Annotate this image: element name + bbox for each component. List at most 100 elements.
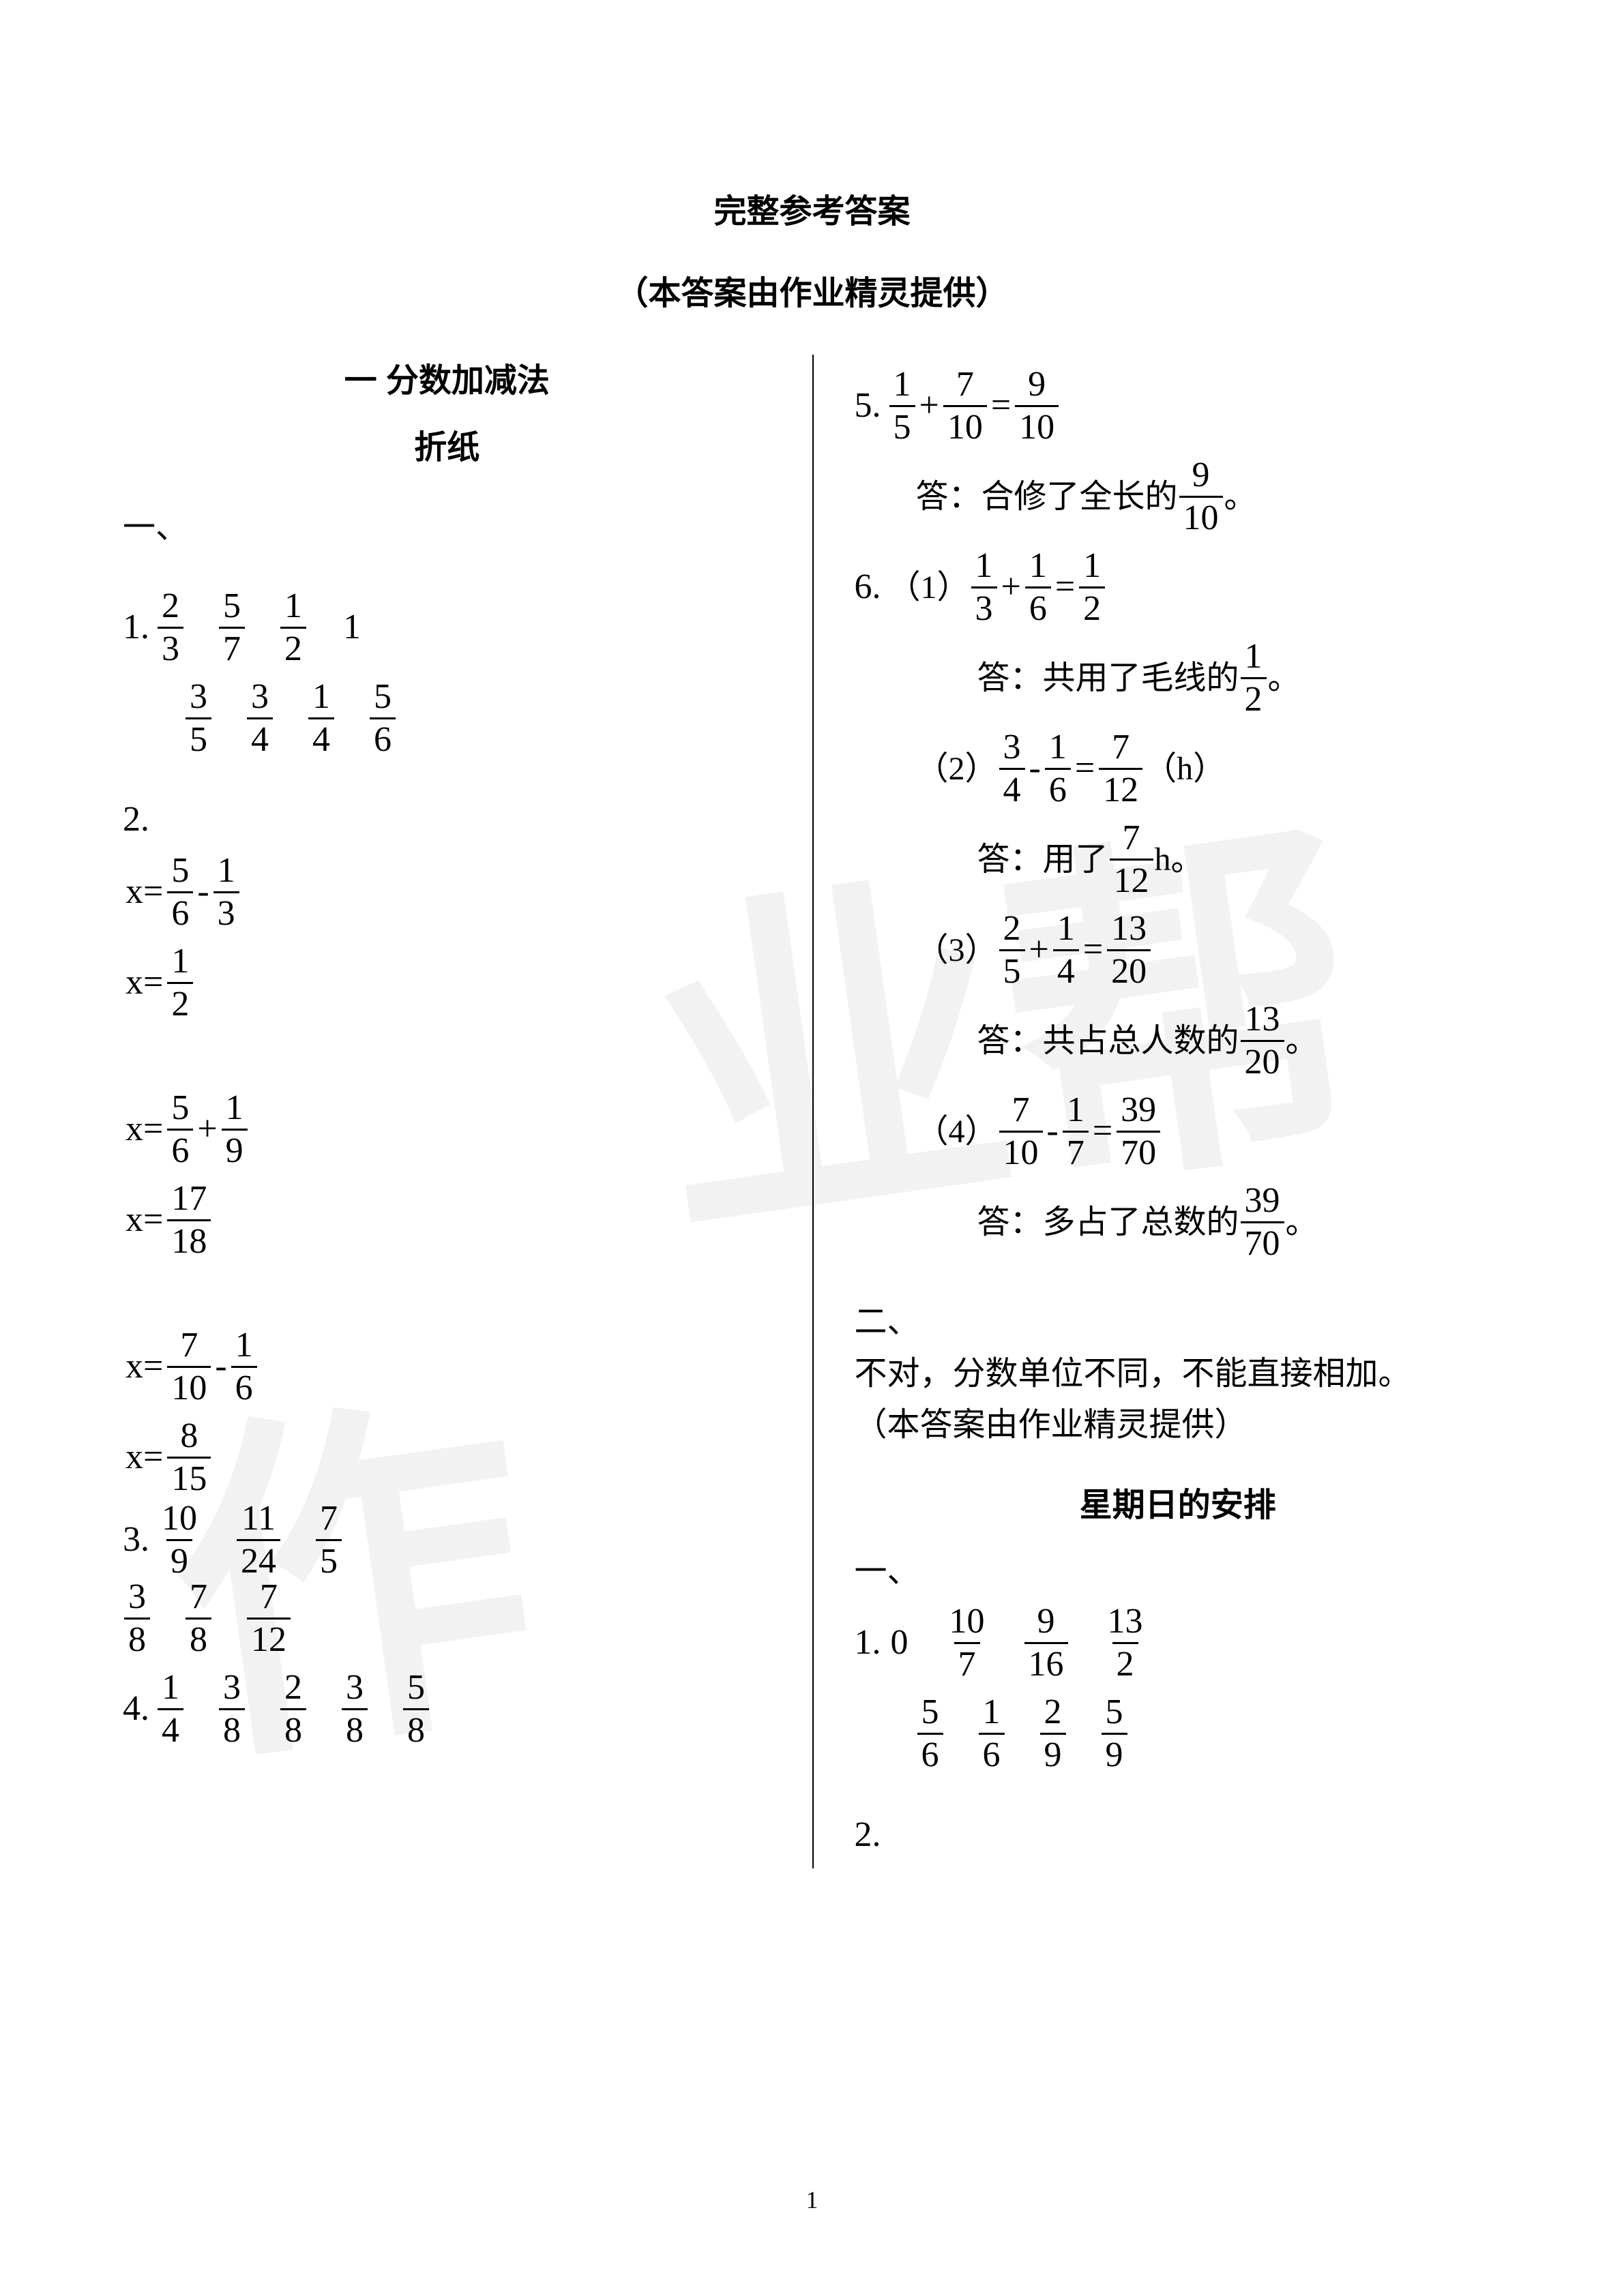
fraction: 710 bbox=[167, 1328, 211, 1406]
q2a-eq: x= 56 - 13 bbox=[123, 853, 771, 931]
fraction: 56 bbox=[370, 679, 396, 758]
q6-3-answer: 答：共占总人数的 1320 。 bbox=[855, 1002, 1502, 1080]
q3-row1: 3. 109 1124 75 bbox=[123, 1501, 771, 1579]
fraction: 17 bbox=[1063, 1092, 1089, 1171]
fraction: 712 bbox=[1099, 730, 1142, 808]
fraction: 75 bbox=[316, 1501, 342, 1579]
q2b-result: x= 1718 bbox=[123, 1181, 771, 1259]
q2b-eq: x= 56 + 19 bbox=[123, 1090, 771, 1169]
section-two-label: 二、 bbox=[855, 1302, 1502, 1342]
fraction: 25 bbox=[999, 911, 1025, 989]
section-a-title: 折纸 bbox=[123, 428, 771, 468]
fraction: 38 bbox=[219, 1670, 245, 1748]
sub-title: （本答案由作业精灵提供） bbox=[123, 266, 1501, 314]
section-one-label-b: 一、 bbox=[855, 1552, 1502, 1592]
fraction: 78 bbox=[186, 1579, 211, 1658]
section-two-text: 不对，分数单位不同，不能直接相加。 bbox=[855, 1354, 1502, 1394]
q3-row2: 38 78 712 bbox=[123, 1579, 771, 1658]
fraction: 13 bbox=[971, 548, 997, 627]
fraction: 28 bbox=[280, 1670, 306, 1748]
fraction: 910 bbox=[1015, 367, 1059, 445]
fraction: 56 bbox=[917, 1695, 943, 1773]
q4-row: 4. 14 38 28 38 58 bbox=[123, 1670, 771, 1748]
plain-number: 0 bbox=[888, 1622, 911, 1664]
fraction: 712 bbox=[1110, 820, 1153, 899]
fraction: 34 bbox=[247, 679, 273, 758]
fraction: 1320 bbox=[1107, 911, 1151, 989]
fraction: 15 bbox=[889, 367, 915, 445]
two-column-layout: 一 分数加减法 折纸 一、 1. 23 57 12 1 35 34 14 56 … bbox=[123, 355, 1501, 1868]
fraction: 14 bbox=[1053, 911, 1079, 989]
attribution: （本答案由作业精灵提供） bbox=[855, 1405, 1502, 1445]
fraction: 14 bbox=[308, 679, 334, 758]
fraction: 38 bbox=[342, 1670, 368, 1748]
q2a-result: x= 12 bbox=[123, 944, 771, 1022]
q2c-eq: x= 710 - 16 bbox=[123, 1328, 771, 1406]
sb-q1-label: 1. bbox=[855, 1622, 881, 1664]
fraction: 12 bbox=[1241, 639, 1267, 717]
fraction: 16 bbox=[1045, 730, 1071, 808]
q4-label: 4. bbox=[123, 1688, 149, 1730]
fraction: 3970 bbox=[1241, 1183, 1284, 1262]
q1-row1: 1. 23 57 12 1 bbox=[123, 588, 771, 667]
fraction: 58 bbox=[403, 1670, 429, 1748]
left-column: 一 分数加减法 折纸 一、 1. 23 57 12 1 35 34 14 56 … bbox=[123, 355, 812, 1868]
q5-label: 5. bbox=[855, 385, 881, 427]
plain-number: 1 bbox=[340, 606, 364, 648]
fraction: 23 bbox=[158, 588, 183, 667]
q5-eq: 5. 15 + 710 = 910 bbox=[855, 367, 1502, 445]
fraction: 12 bbox=[1079, 548, 1105, 627]
fraction: 14 bbox=[158, 1670, 183, 1748]
fraction: 109 bbox=[158, 1501, 201, 1579]
fraction: 712 bbox=[247, 1579, 291, 1658]
fraction: 1124 bbox=[237, 1501, 280, 1579]
sb-q1-row2: 56 16 29 59 bbox=[855, 1695, 1502, 1773]
fraction: 12 bbox=[167, 944, 193, 1022]
main-title: 完整参考答案 bbox=[123, 184, 1501, 232]
fraction: 38 bbox=[124, 1579, 150, 1658]
chapter-title: 一 分数加减法 bbox=[123, 361, 771, 401]
fraction: 19 bbox=[222, 1090, 248, 1169]
fraction: 12 bbox=[280, 588, 306, 667]
sb-q2-label: 2. bbox=[855, 1814, 1502, 1856]
q1-label: 1. bbox=[123, 606, 149, 648]
fraction: 107 bbox=[945, 1604, 989, 1682]
fraction: 916 bbox=[1024, 1604, 1068, 1682]
fraction: 710 bbox=[943, 367, 987, 445]
fraction: 3970 bbox=[1117, 1092, 1160, 1171]
right-column: 5. 15 + 710 = 910 答：合修了全长的 910 。 6. （1） … bbox=[812, 355, 1502, 1868]
q6-2-eq: （2） 34 - 16 = 712 （h） bbox=[855, 730, 1502, 808]
q6-4-answer: 答：多占了总数的 3970 。 bbox=[855, 1183, 1502, 1262]
q6-1-answer: 答：共用了毛线的 12 。 bbox=[855, 639, 1502, 717]
q2-label: 2. bbox=[123, 799, 771, 841]
fraction: 56 bbox=[167, 1090, 193, 1169]
page-number: 1 bbox=[0, 2186, 1624, 2214]
q6-2-answer: 答：用了 712 h。 bbox=[855, 820, 1502, 899]
fraction: 57 bbox=[219, 588, 245, 667]
fraction: 56 bbox=[167, 853, 193, 931]
fraction: 16 bbox=[979, 1695, 1005, 1773]
fraction: 13 bbox=[213, 853, 239, 931]
q6-label: 6. bbox=[855, 566, 881, 608]
q1-row2: 35 34 14 56 bbox=[123, 679, 771, 758]
fraction: 1718 bbox=[167, 1181, 211, 1259]
section-one-label: 一、 bbox=[123, 508, 771, 548]
fraction: 16 bbox=[231, 1328, 257, 1406]
fraction: 815 bbox=[167, 1418, 211, 1497]
page: 完整参考答案 （本答案由作业精灵提供） 一 分数加减法 折纸 一、 1. 23 … bbox=[0, 0, 1624, 1868]
fraction: 16 bbox=[1025, 548, 1051, 627]
fraction: 34 bbox=[999, 730, 1025, 808]
fraction: 910 bbox=[1179, 458, 1223, 536]
q5-answer: 答：合修了全长的 910 。 bbox=[855, 458, 1502, 536]
fraction: 132 bbox=[1104, 1604, 1147, 1682]
fraction: 35 bbox=[186, 679, 211, 758]
fraction: 710 bbox=[999, 1092, 1043, 1171]
fraction: 59 bbox=[1102, 1695, 1127, 1773]
fraction: 1320 bbox=[1241, 1002, 1284, 1080]
sb-q1-row1: 1.0 107 916 132 bbox=[855, 1604, 1502, 1682]
q6-3-eq: （3） 25 + 14 = 1320 bbox=[855, 911, 1502, 989]
q6-4-eq: （4） 710 - 17 = 3970 bbox=[855, 1092, 1502, 1171]
fraction: 29 bbox=[1040, 1695, 1066, 1773]
q3-label: 3. bbox=[123, 1519, 149, 1561]
section-b-title: 星期日的安排 bbox=[855, 1486, 1502, 1525]
